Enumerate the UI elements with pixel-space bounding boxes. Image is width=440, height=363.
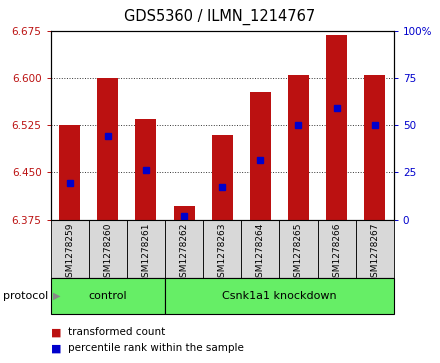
Bar xyxy=(288,75,309,220)
Text: control: control xyxy=(88,291,127,301)
Text: Csnk1a1 knockdown: Csnk1a1 knockdown xyxy=(222,291,337,301)
Bar xyxy=(212,135,233,220)
Bar xyxy=(279,220,318,278)
Text: GSM1278266: GSM1278266 xyxy=(332,223,341,283)
Bar xyxy=(136,119,157,220)
Text: protocol: protocol xyxy=(3,291,48,301)
Text: ■: ■ xyxy=(51,327,61,337)
Bar xyxy=(356,220,394,278)
Bar xyxy=(165,220,203,278)
Bar xyxy=(97,78,118,220)
Text: ■: ■ xyxy=(51,343,61,354)
Text: GSM1278262: GSM1278262 xyxy=(180,223,189,283)
Bar xyxy=(51,278,165,314)
Text: GSM1278259: GSM1278259 xyxy=(65,223,74,283)
Bar xyxy=(364,75,385,220)
Text: transformed count: transformed count xyxy=(68,327,165,337)
Bar xyxy=(203,220,241,278)
Bar xyxy=(127,220,165,278)
Bar xyxy=(318,220,356,278)
Bar xyxy=(174,206,194,220)
Bar xyxy=(89,220,127,278)
Text: GSM1278264: GSM1278264 xyxy=(256,223,265,283)
Bar xyxy=(241,220,279,278)
Bar xyxy=(51,220,89,278)
Bar xyxy=(250,92,271,220)
Bar xyxy=(326,35,347,220)
Text: GSM1278267: GSM1278267 xyxy=(370,223,379,283)
Text: GSM1278265: GSM1278265 xyxy=(294,223,303,283)
Text: GSM1278263: GSM1278263 xyxy=(218,223,227,283)
Text: percentile rank within the sample: percentile rank within the sample xyxy=(68,343,244,354)
Bar xyxy=(165,278,394,314)
Text: GSM1278260: GSM1278260 xyxy=(103,223,112,283)
Text: GDS5360 / ILMN_1214767: GDS5360 / ILMN_1214767 xyxy=(125,9,315,25)
Text: GSM1278261: GSM1278261 xyxy=(141,223,150,283)
Text: ▶: ▶ xyxy=(53,291,60,301)
Bar xyxy=(59,125,80,220)
